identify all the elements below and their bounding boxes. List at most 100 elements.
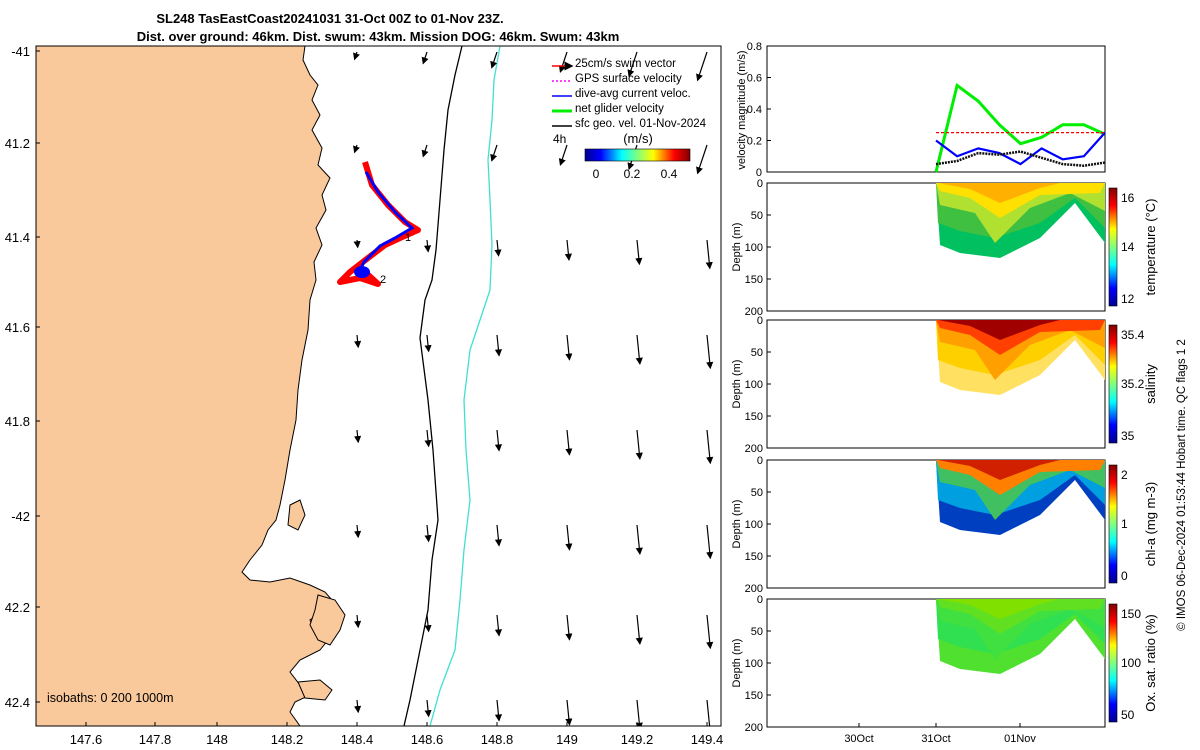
vel-series-line	[934, 82, 1106, 173]
geo-arrow	[564, 239, 572, 261]
legend-swim: 25cm/s swim vector	[575, 58, 676, 70]
depth-tick-label: 150	[745, 690, 763, 702]
depth-tick-label: 100	[745, 242, 763, 254]
geo-arrow	[421, 51, 429, 65]
colorbar-tick-label: 35	[1121, 429, 1135, 443]
vel-tick-label: 0.8	[747, 41, 762, 53]
geo-arrow	[635, 334, 643, 365]
track-marker-2: 2	[380, 274, 386, 286]
colorbar-tick-label: 2	[1121, 468, 1128, 482]
geo-arrow	[565, 699, 573, 726]
colorbar-tick-label: 16	[1121, 191, 1135, 205]
colorbar-tick-label: 35.4	[1121, 328, 1145, 342]
geo-arrow	[354, 334, 362, 349]
legend-dive-avg: dive-avg current veloc.	[575, 88, 691, 100]
colorbar-tick-label: 100	[1121, 656, 1141, 670]
section-panel: 0 50 100 150 200 Depth (m) 2 1 0 chl-a (mg m-3)	[731, 455, 1158, 595]
section-ylabel: temperature (°C)	[1143, 199, 1158, 296]
lat-tick-label: 41.4	[5, 230, 30, 245]
colorbar-tick-label: 50	[1121, 708, 1135, 722]
geo-arrow	[494, 524, 503, 547]
geo-arrow	[565, 429, 573, 456]
geo-arrow	[706, 524, 714, 560]
title-line-2: Dist. over ground: 46km. Dist. swum: 43k…	[137, 29, 620, 44]
depth-tick-label: 200	[745, 722, 763, 734]
colorbar-tick-label: 150	[1121, 607, 1141, 621]
section-colorbar	[1108, 324, 1118, 444]
colorbar-tick-label: 1	[1121, 517, 1128, 531]
depth-ylabel: Depth (m)	[731, 360, 743, 409]
vel-series-line	[935, 131, 1106, 166]
cbar-tick-0: 0	[593, 167, 600, 181]
section-ylabel: salinity	[1143, 364, 1158, 404]
legend-sfc-geo: sfc geo. vel. 01-Nov-2024	[575, 118, 707, 130]
section-field-layer	[938, 599, 1060, 619]
isobaths-label: isobaths: 0 200 1000m	[47, 691, 173, 705]
geo-arrow	[696, 51, 708, 82]
geo-arrow	[565, 614, 573, 641]
depth-tick-label: 150	[745, 274, 763, 286]
geo-arrow	[696, 144, 708, 175]
geo-arrow	[490, 144, 498, 162]
geo-arrow	[424, 614, 432, 633]
section-field-layer	[938, 460, 1060, 480]
lon-tick-label: 148.6	[411, 732, 444, 747]
lon-tick-label: 147.6	[70, 732, 103, 747]
lat-tick-label: 41.2	[5, 136, 30, 151]
dive-avg-track	[356, 171, 415, 275]
geo-arrow	[706, 699, 711, 726]
geo-arrow	[494, 614, 503, 637]
lat-ticks: -41 41.2 41.4 41.6 41.8 -42 42.2 42.4	[5, 44, 40, 710]
depth-tick-label: 50	[751, 210, 763, 222]
depth-tick-label: 50	[751, 347, 763, 359]
colorbar-tick-label: 14	[1121, 240, 1135, 254]
geo-arrow	[424, 429, 432, 448]
depth-tick-label: 0	[757, 594, 763, 606]
depth-ylabel: Depth (m)	[731, 639, 743, 688]
depth-tick-label: 0	[757, 455, 763, 467]
cbar-tick-1: 0.2	[624, 167, 641, 181]
depth-tick-label: 150	[745, 411, 763, 423]
geo-arrow	[706, 334, 714, 370]
geo-arrow	[424, 334, 432, 353]
colorbar-tick-label: 12	[1121, 292, 1135, 306]
section-panel: 0 50 100 150 200 Depth (m) 16 14 12 temperature (…	[731, 178, 1158, 318]
colorbar-tick-label: 35.2	[1121, 377, 1145, 391]
geo-arrow	[354, 614, 362, 629]
geostrophic-arrows	[353, 51, 714, 726]
geo-arrow	[494, 334, 503, 357]
geo-arrow	[353, 51, 360, 61]
geo-arrow	[423, 239, 432, 253]
lat-tick-label: 42.2	[5, 600, 30, 615]
geo-arrow	[565, 334, 573, 361]
geo-arrow	[494, 239, 502, 257]
geo-arrow	[706, 614, 714, 650]
geo-arrow	[558, 144, 568, 166]
section-colorbar	[1108, 187, 1118, 307]
lat-tick-label: -42	[11, 509, 30, 524]
isobath-1000	[429, 46, 501, 726]
lat-tick-label: 41.6	[5, 320, 30, 335]
time-label: 4h	[553, 132, 566, 146]
lat-tick-label: -41	[11, 44, 30, 59]
lon-ticks: 147.6 147.8 148 148.2 148.4 148.6 148.8 149 149.…	[70, 722, 724, 747]
geo-arrow	[421, 144, 429, 158]
geo-arrow	[565, 524, 573, 551]
geo-arrow	[558, 51, 568, 73]
velocity-panel: 0 0.2 0.4 0.6 0.8 velocity magnitude (m/s)	[736, 41, 1106, 179]
section-colorbar	[1108, 603, 1118, 723]
lon-tick-label: 149.4	[691, 732, 724, 747]
lon-tick-label: 147.8	[139, 732, 172, 747]
lon-tick-label: 149	[556, 732, 578, 747]
geo-arrow	[705, 239, 713, 270]
time-tick-label: 01Nov	[1004, 733, 1036, 745]
tasmania-land	[36, 46, 333, 726]
peninsula	[309, 594, 346, 646]
vel-tick-label: 0.4	[747, 104, 762, 116]
lon-tick-label: 148	[206, 732, 228, 747]
geo-arrow	[635, 524, 643, 555]
geo-arrow	[706, 429, 714, 465]
island	[287, 499, 306, 531]
depth-tick-label: 200	[745, 306, 763, 318]
